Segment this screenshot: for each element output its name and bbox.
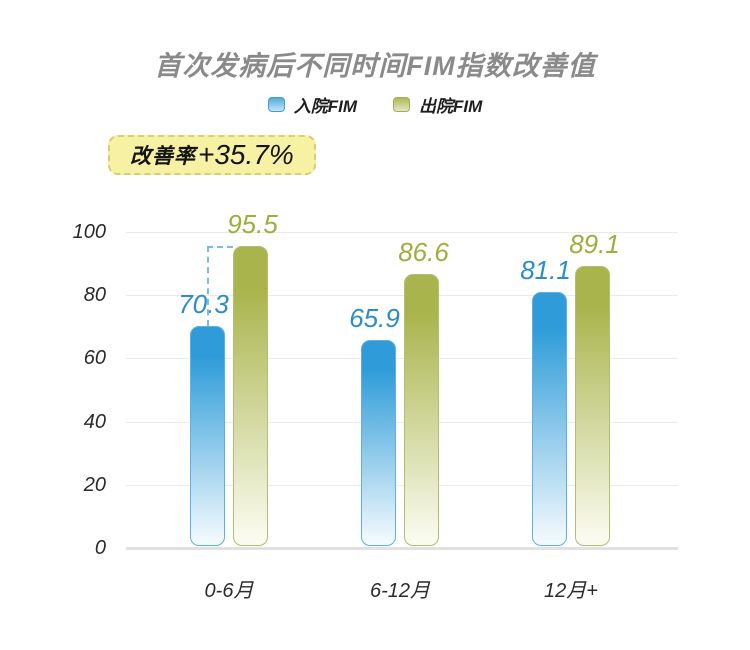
bar-value-label: 86.6 [398,237,449,267]
legend: 入院FIM 出院FIM [0,92,750,117]
y-axis-label-60: 60 [83,347,106,369]
gridline-100 [126,232,678,233]
y-axis-label-100: 100 [72,221,106,243]
legend-item-admission-fim: 入院FIM [267,92,357,117]
gridline-20 [126,485,678,486]
bar-value-label: 95.5 [227,209,278,239]
gridline-60 [126,358,678,359]
badge-value: +35.7% [198,139,294,170]
improvement-connector-horizontal [206,246,233,248]
discharge-fim-swatch-icon [393,97,410,112]
category-label-0: 0-6月 [204,580,254,602]
category-label-2: 12月+ [544,580,598,602]
legend-label: 入院FIM [293,97,357,116]
bar-admission-fim-0 [190,326,225,546]
y-axis-label-80: 80 [83,284,106,306]
bar-admission-fim-2 [532,292,567,546]
bar-discharge-fim-0 [233,246,268,546]
category-label-1: 6-12月 [369,580,431,602]
bar-value-label: 81.1 [520,255,571,285]
bar-value-label: 70.3 [178,289,229,319]
legend-item-discharge-fim: 出院FIM [393,92,482,117]
chart-title: 首次发病后不同时间FIM指数改善值 [154,51,596,81]
bar-discharge-fim-2 [575,266,610,546]
improvement-rate-badge: 改善率 +35.7% [108,135,316,175]
gridline-80 [126,295,678,296]
bar-value-label: 65.9 [349,303,400,333]
gridline-0 [126,547,678,550]
improvement-connector-vertical [206,246,209,326]
bar-discharge-fim-1 [404,274,439,546]
badge-prefix: 改善率 [130,145,196,168]
bar-admission-fim-1 [361,340,396,546]
legend-label: 出院FIM [419,97,483,116]
y-axis-label-20: 20 [83,474,106,496]
y-axis-label-0: 0 [94,537,106,559]
bar-value-label: 89.1 [569,229,620,259]
admission-fim-swatch-icon [267,97,285,112]
gridline-40 [126,422,678,423]
y-axis-label-40: 40 [83,411,106,433]
